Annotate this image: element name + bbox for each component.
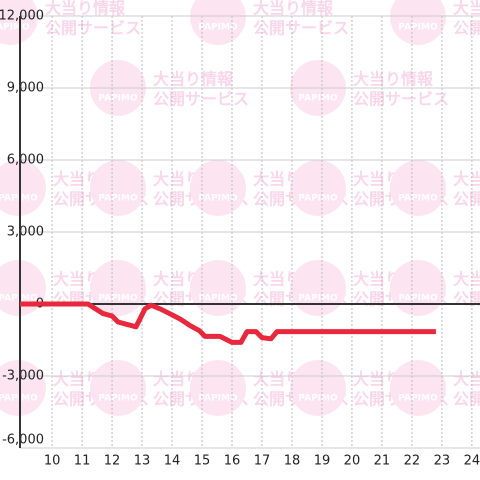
- watermark-logo: [190, 160, 246, 216]
- watermark-text: 大当り情報: [153, 70, 234, 89]
- x-tick-label: 19: [314, 454, 331, 469]
- watermark-logo-text: PAPIMO: [0, 194, 38, 204]
- x-tick-label: 21: [374, 454, 391, 469]
- watermark-logo-text: PAPIMO: [0, 394, 38, 404]
- y-tick-label: 9,000: [7, 81, 44, 96]
- watermark-logo-text: PAPIMO: [298, 194, 338, 204]
- watermark-logo-text: PAPIMO: [98, 294, 138, 304]
- watermark-logo-text: PAPIMO: [398, 294, 438, 304]
- watermark-text: 大当り情報: [353, 70, 434, 89]
- watermark-logo-text: PAPIMO: [398, 394, 438, 404]
- x-tick-label: 10: [44, 454, 61, 469]
- watermark-logo: [90, 360, 146, 416]
- y-tick-label: 12,000: [0, 9, 44, 24]
- watermark-text: 大当り情報: [45, 0, 126, 18]
- watermark-logo: [0, 160, 46, 216]
- watermark-logo: [0, 360, 46, 416]
- watermark-logo-text: PAPIMO: [298, 294, 338, 304]
- x-tick-label: 17: [254, 454, 271, 469]
- watermark-logo-text: PAPIMO: [298, 94, 338, 104]
- watermark-text: 公開サービス: [153, 90, 249, 109]
- watermark-text: 公開サービス: [453, 190, 480, 209]
- watermark-logo: [190, 260, 246, 316]
- x-tick-label: 14: [164, 454, 181, 469]
- x-tick-label: 16: [224, 454, 241, 469]
- watermark-logo-text: PAPIMO: [398, 23, 438, 33]
- watermark-logo: [390, 160, 446, 216]
- watermark-logo: [190, 360, 246, 416]
- watermark-text: 公開サービス: [45, 19, 141, 38]
- x-tick-label: 18: [284, 454, 301, 469]
- x-tick-label: 24: [464, 454, 480, 469]
- watermark-logo-text: PAPIMO: [398, 194, 438, 204]
- watermark-logo-text: PAPIMO: [198, 194, 238, 204]
- x-tick-label: 11: [74, 454, 91, 469]
- watermark-logo-text: PAPIMO: [98, 94, 138, 104]
- watermark-text: 公開サービス: [453, 390, 480, 409]
- x-tick-label: 13: [134, 454, 151, 469]
- watermark-logo-text: PAPIMO: [298, 394, 338, 404]
- watermark-logo: [390, 360, 446, 416]
- watermark-text: 公開サービス: [453, 290, 480, 309]
- watermark-logo: [290, 260, 346, 316]
- watermark-text: 公開サービス: [453, 19, 480, 38]
- y-tick-label: 6,000: [7, 153, 44, 168]
- watermark-logo: [0, 0, 38, 45]
- y-tick-label: -3,000: [2, 369, 44, 384]
- watermark-logo-text: PAPIMO: [0, 294, 38, 304]
- watermark-text: 大当り情報: [453, 0, 480, 18]
- watermark-text: 公開サービス: [353, 90, 449, 109]
- x-tick-label: 20: [344, 454, 361, 469]
- watermark-logo: [290, 360, 346, 416]
- x-tick-label: 15: [194, 454, 211, 469]
- watermark-logo-text: PAPIMO: [198, 394, 238, 404]
- x-tick-label: 12: [104, 454, 121, 469]
- watermark-logo: [90, 260, 146, 316]
- watermark-logo: [90, 160, 146, 216]
- data-line: [20, 301, 436, 345]
- watermark-logo: [290, 160, 346, 216]
- watermark-text: 大当り情報: [453, 370, 480, 389]
- watermark-logo-text: PAPIMO: [98, 194, 138, 204]
- y-tick-label: 3,000: [7, 225, 44, 240]
- watermark-logo: [390, 0, 446, 45]
- watermark-logo: [390, 260, 446, 316]
- watermark-text: 公開サービス: [253, 19, 349, 38]
- watermarks: PAPIMO大当り情報公開サービスPAPIMO大当り情報公開サービスPAPIMO…: [0, 0, 480, 416]
- watermark-logo-text: PAPIMO: [198, 23, 238, 33]
- watermark-logo-text: PAPIMO: [0, 23, 30, 33]
- x-tick-label: 23: [434, 454, 451, 469]
- watermark-text: 大当り情報: [453, 170, 480, 189]
- watermark-logo-text: PAPIMO: [198, 294, 238, 304]
- watermark-logo-text: PAPIMO: [98, 394, 138, 404]
- watermark-text: 大当り情報: [453, 270, 480, 289]
- watermark-text: 大当り情報: [253, 0, 334, 18]
- y-tick-label: -6,000: [2, 433, 44, 448]
- x-tick-label: 22: [404, 454, 421, 469]
